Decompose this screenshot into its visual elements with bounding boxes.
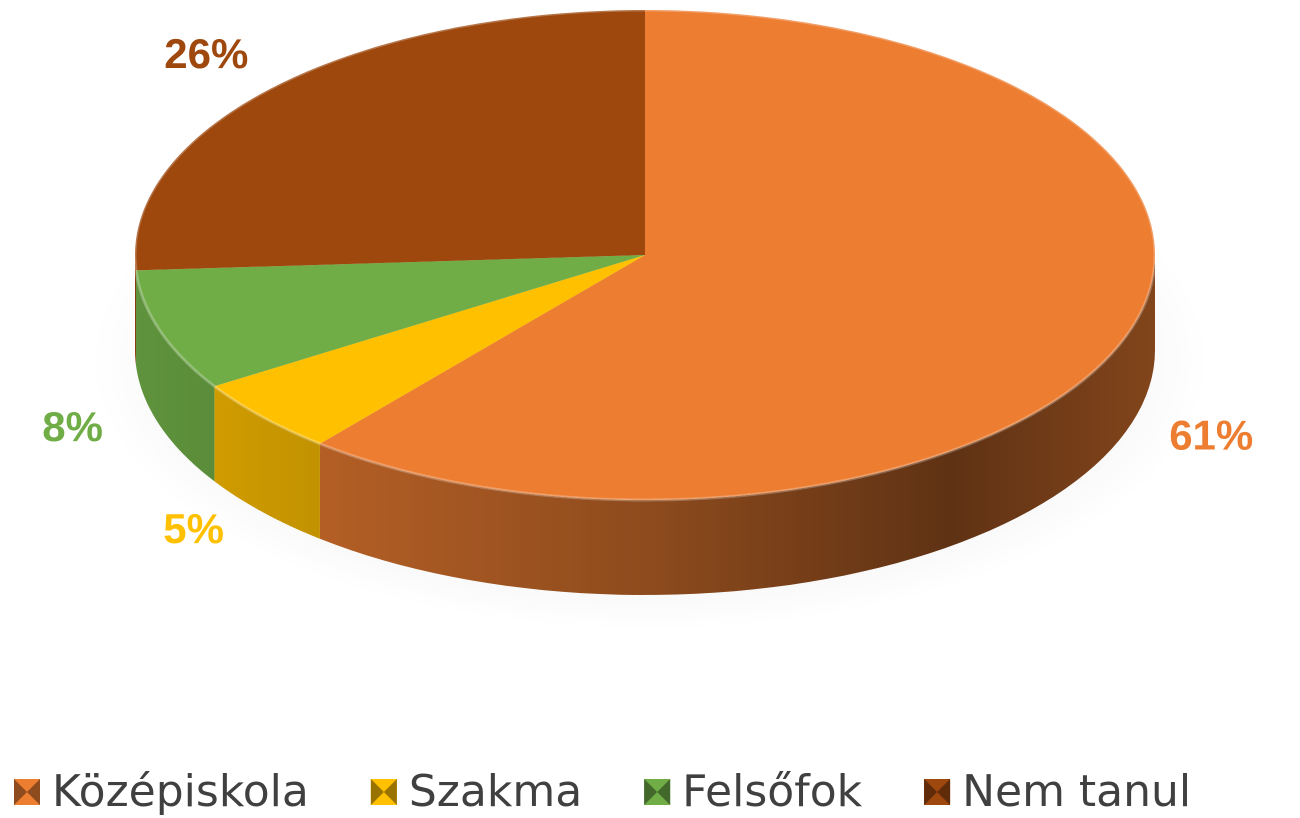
legend-marker-bevel [27, 779, 40, 805]
data-label: 8% [42, 403, 103, 450]
legend-item: Nem tanul [924, 766, 1191, 817]
data-label: 26% [164, 30, 248, 77]
slice-side [135, 255, 137, 366]
slice-side [214, 386, 320, 539]
legend-label: Szakma [409, 766, 582, 817]
legend-label: Középiskola [52, 766, 309, 817]
data-label: 5% [163, 505, 224, 552]
legend-marker-bevel [14, 779, 27, 805]
legend-label: Nem tanul [962, 766, 1191, 817]
legend-marker-bevel [924, 779, 938, 805]
slice-side [136, 270, 215, 482]
pie-slice [135, 10, 645, 271]
legend-item: Középiskola [14, 766, 309, 817]
data-label: 61% [1169, 412, 1253, 459]
legend-marker-bevel [657, 779, 671, 805]
slice-side [319, 255, 1155, 595]
legend-marker-bevel [370, 779, 384, 805]
legend-label: Felsőfok [682, 766, 862, 817]
legend-item: Felsőfok [644, 766, 863, 817]
pie-slice [214, 255, 645, 444]
legend-marker-bevel [937, 779, 951, 805]
pie-rim [133, 8, 1157, 502]
pie-slice [136, 255, 646, 387]
pie-slice [319, 10, 1155, 500]
legend-marker-bevel [383, 779, 397, 805]
legend-marker-bevel [644, 779, 658, 805]
legend-item: Szakma [370, 766, 582, 817]
